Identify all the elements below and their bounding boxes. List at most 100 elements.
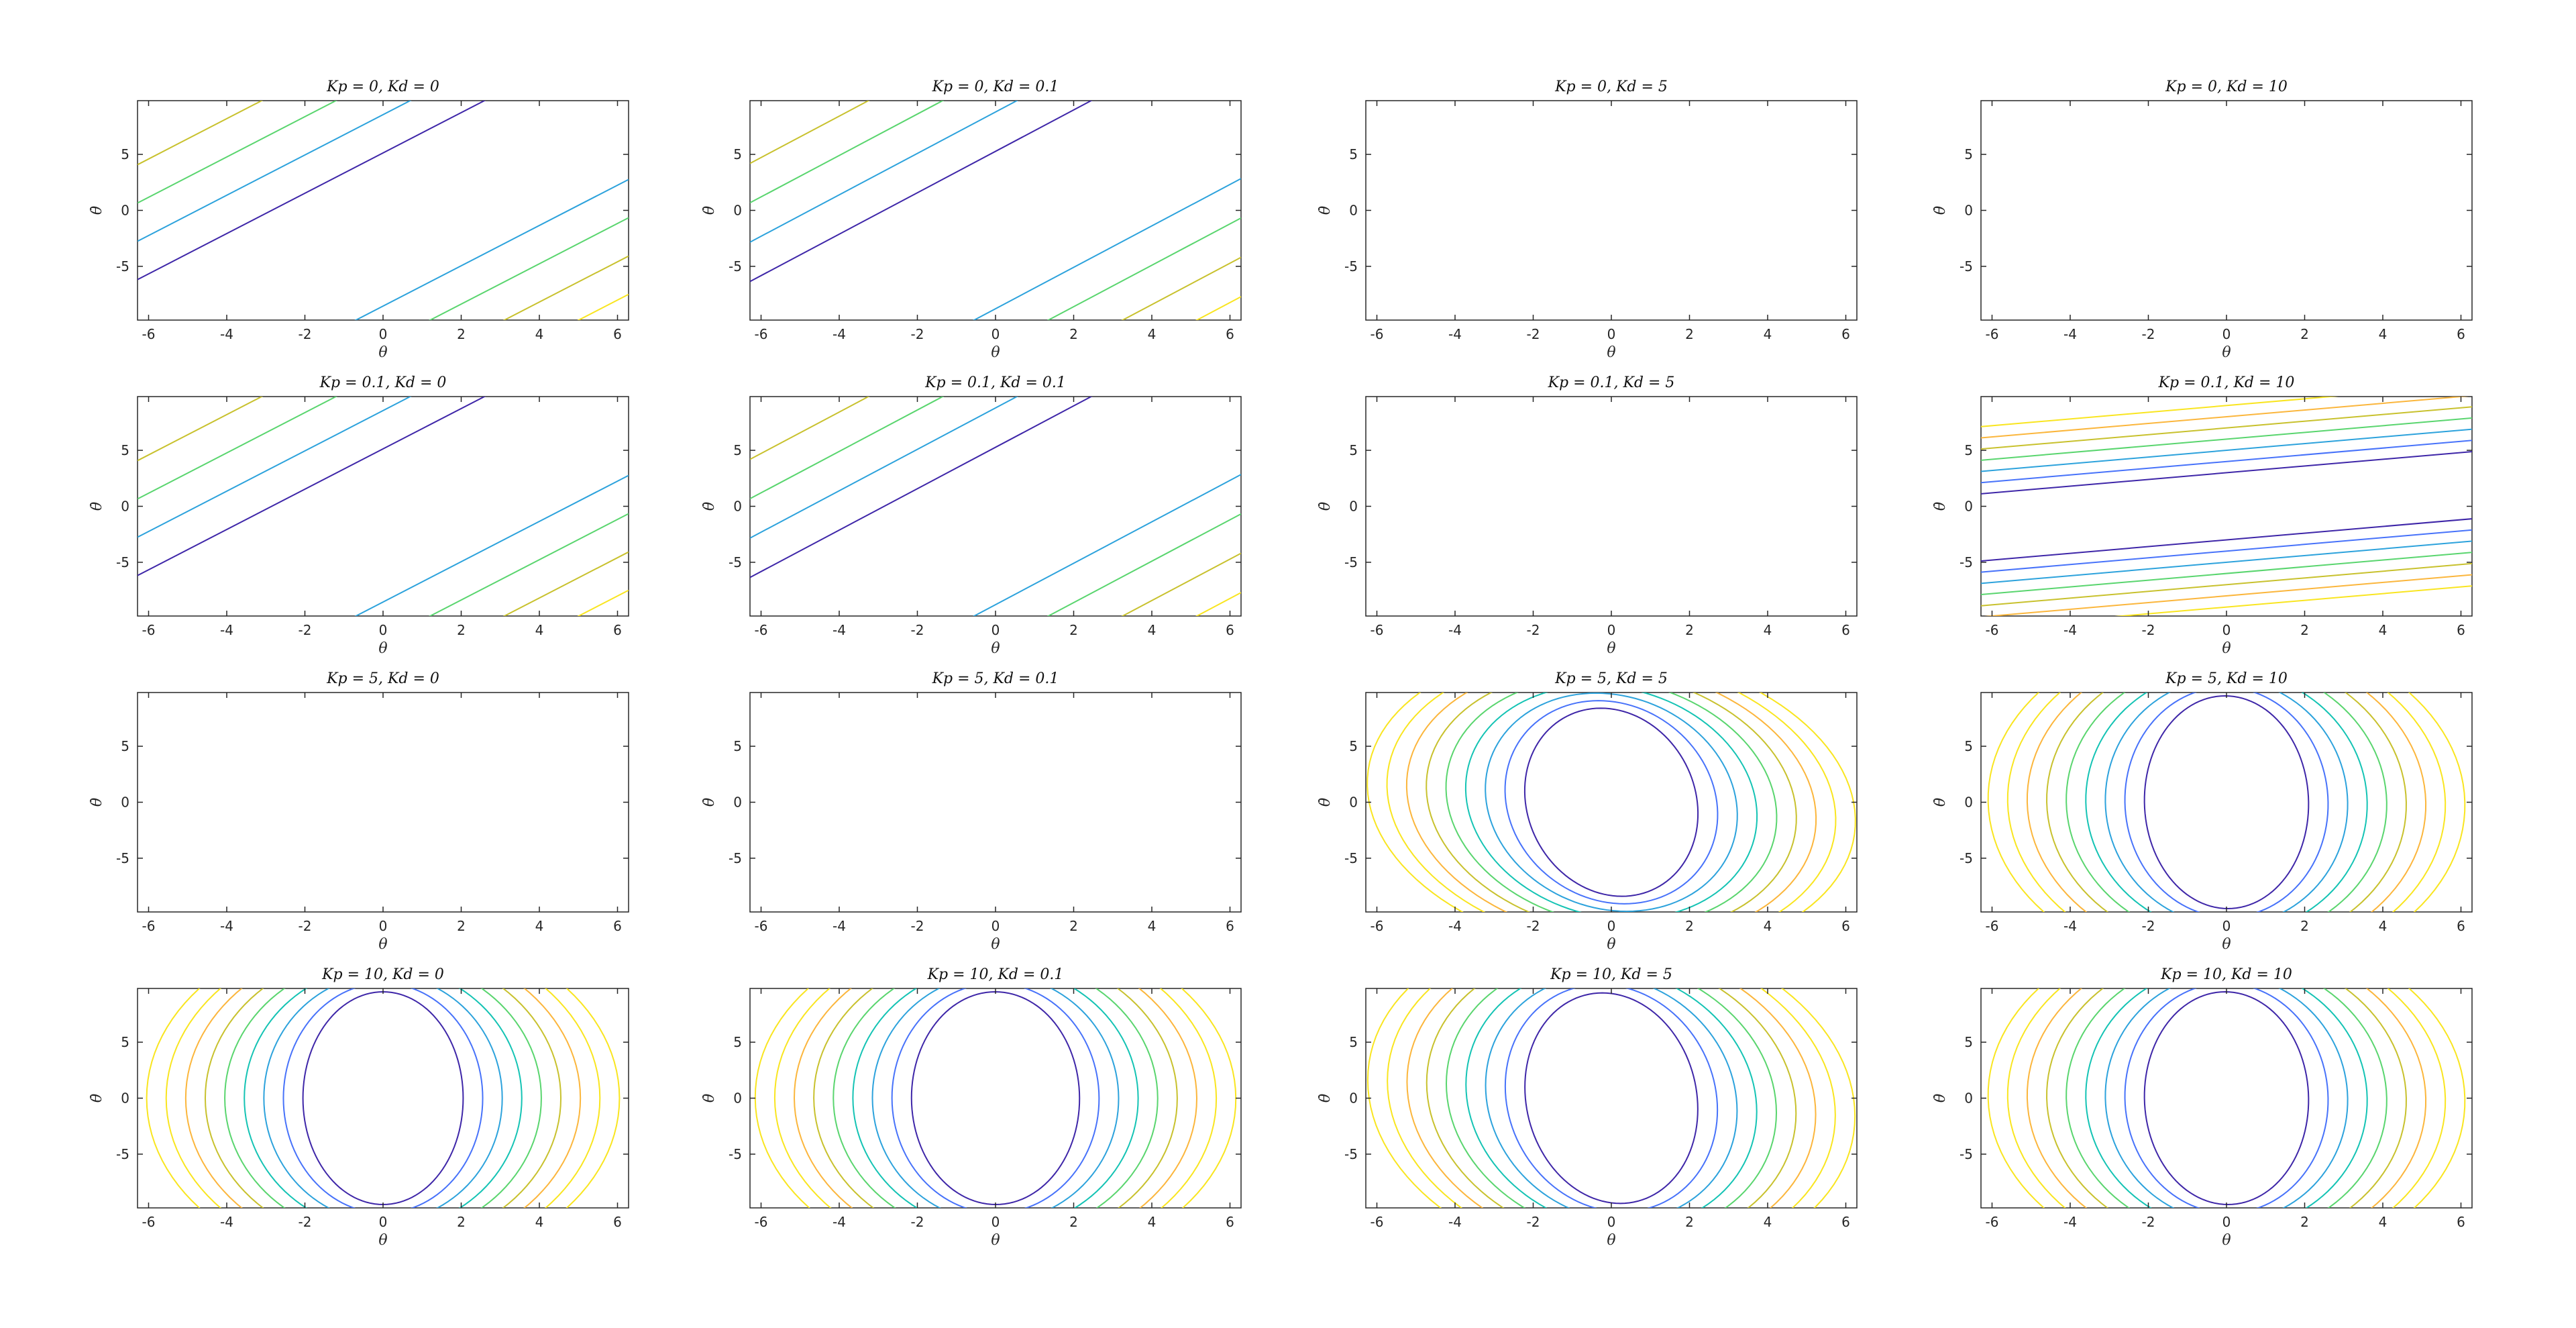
x-tick-label: 6 — [2457, 622, 2465, 638]
contour-line — [138, 397, 412, 538]
x-tick-label: 0 — [1607, 622, 1616, 638]
subplot-11: -6 -4 -2 0 2 4 6 5 0 -5 θ θ̇ Kp = 5, Kd = 5 — [1317, 670, 1858, 953]
y-axis-label: θ̇ — [701, 206, 718, 215]
x-tick-label: 2 — [2300, 622, 2309, 638]
y-tick-label: -5 — [729, 554, 742, 570]
y-tick-label: -5 — [1344, 554, 1358, 570]
x-tick-label: -4 — [833, 1214, 846, 1230]
y-axis-label: θ̇ — [1932, 798, 1949, 807]
contour-line — [972, 178, 1241, 320]
axes-frame — [1365, 692, 1858, 913]
contour-ellipse — [833, 988, 1159, 1208]
contour-ellipse — [2006, 988, 2447, 1208]
axes-frame — [1980, 100, 2473, 321]
y-tick-label: 0 — [1964, 1090, 1973, 1107]
contour-line — [138, 397, 486, 576]
x-axis-label: θ — [2222, 344, 2231, 361]
subplot-title: Kp = 5, Kd = 0.1 — [932, 670, 1059, 687]
subplot-title: Kp = 10, Kd = 5 — [1550, 966, 1672, 983]
x-tick-label: 2 — [1069, 326, 1078, 342]
x-axis-label: θ — [2222, 1232, 2231, 1249]
subplot-title: Kp = 10, Kd = 10 — [2160, 966, 2292, 983]
x-tick-label: 6 — [1226, 622, 1234, 638]
x-tick-label: 4 — [2379, 1214, 2387, 1230]
x-axis-label: θ — [991, 344, 1000, 361]
x-tick-label: -2 — [299, 918, 312, 934]
subplot-6: -6 -4 -2 0 2 4 6 5 0 -5 θ θ̇ Kp = 0.1, Kd = 0.1 — [701, 374, 1242, 657]
contour-line — [138, 101, 264, 166]
subplot-7: -6 -4 -2 0 2 4 6 5 0 -5 θ θ̇ Kp = 0.1, Kd = 5 — [1317, 374, 1858, 657]
y-tick-label: -5 — [1344, 850, 1358, 866]
x-axis-label: θ — [1607, 936, 1615, 953]
subplot-12: -6 -4 -2 0 2 4 6 5 0 -5 θ θ̇ Kp = 5, Kd = 10 — [1932, 670, 2473, 953]
contour-line — [2114, 585, 2472, 616]
x-tick-label: -6 — [142, 1214, 156, 1230]
contour-ellipse — [2026, 693, 2427, 912]
contour-line — [429, 513, 629, 616]
contour-line — [138, 397, 337, 500]
subplot-title: Kp = 0.1, Kd = 0.1 — [924, 374, 1066, 391]
x-tick-label: -4 — [1448, 622, 1462, 638]
x-tick-label: -6 — [755, 326, 768, 342]
x-tick-label: 0 — [1607, 918, 1616, 934]
x-tick-label: -4 — [1448, 918, 1462, 934]
contour-ellipse — [224, 988, 542, 1208]
y-tick-label: 5 — [733, 1034, 742, 1050]
contour-line — [750, 101, 1019, 243]
subplot-8: -6 -4 -2 0 2 4 6 5 0 -5 θ θ̇ Kp = 0.1, Kd = 10 — [1932, 374, 2473, 657]
contour-ellipse — [1504, 700, 1719, 905]
contour-set — [138, 397, 629, 616]
contour-ellipse — [2046, 988, 2407, 1208]
contour-ellipse — [1387, 988, 1836, 1208]
y-tick-label: 5 — [733, 738, 742, 754]
axes-frame — [137, 100, 629, 321]
y-tick-label: 5 — [1349, 442, 1358, 458]
contour-line — [502, 551, 629, 616]
contour-line — [1981, 529, 2472, 573]
x-tick-label: 6 — [2457, 1214, 2465, 1230]
x-tick-label: 4 — [1148, 1214, 1157, 1230]
contour-ellipse — [1386, 693, 1837, 912]
contour-ellipse — [1987, 693, 2466, 912]
x-tick-label: -2 — [299, 326, 312, 342]
x-tick-label: -4 — [220, 326, 233, 342]
y-axis-label: θ̇ — [701, 798, 718, 807]
contour-ellipse — [1485, 693, 1738, 912]
contour-line — [750, 397, 945, 500]
subplot-15: -6 -4 -2 0 2 4 6 5 0 -5 θ θ̇ Kp = 10, Kd = 5 — [1317, 966, 1858, 1249]
x-tick-label: 6 — [1841, 918, 1850, 934]
x-tick-label: 0 — [379, 622, 388, 638]
contour-ellipse — [910, 991, 1081, 1205]
subplot-3: -6 -4 -2 0 2 4 6 5 0 -5 θ θ̇ Kp = 0, Kd = 5 — [1317, 79, 1858, 361]
contour-line — [750, 397, 870, 460]
contour-ellipse — [1524, 992, 1699, 1205]
y-axis-label: θ̇ — [89, 1094, 105, 1103]
x-tick-label: -6 — [1986, 918, 1999, 934]
y-tick-label: 5 — [121, 1034, 129, 1050]
x-tick-label: -6 — [142, 918, 156, 934]
contour-ellipse — [1485, 988, 1738, 1208]
axes-frame — [1365, 100, 1858, 321]
x-tick-label: -6 — [755, 622, 768, 638]
y-tick-label: -5 — [116, 850, 129, 866]
subplot-16: -6 -4 -2 0 2 4 6 5 0 -5 θ θ̇ Kp = 10, Kd = 10 — [1932, 966, 2473, 1249]
x-tick-label: 4 — [1148, 918, 1157, 934]
x-tick-label: 4 — [535, 1214, 544, 1230]
contour-line — [138, 101, 412, 242]
x-tick-label: -2 — [1527, 1214, 1540, 1230]
axes-frame — [1365, 988, 1858, 1209]
y-tick-label: 5 — [1964, 1034, 1973, 1050]
contour-line — [750, 101, 1093, 283]
y-tick-label: 5 — [1964, 146, 1973, 162]
contour-ellipse — [204, 988, 562, 1208]
contour-ellipse — [891, 988, 1100, 1208]
contour-line — [1981, 417, 2472, 461]
contour-line — [1981, 406, 2472, 450]
contour-ellipse — [2065, 693, 2387, 912]
contour-ellipse — [2124, 693, 2329, 912]
contour-line — [354, 178, 629, 320]
subplot-5: -6 -4 -2 0 2 4 6 5 0 -5 θ θ̇ Kp = 0.1, Kd = 0 — [89, 374, 629, 657]
x-tick-label: 4 — [1148, 622, 1157, 638]
x-tick-label: 6 — [1226, 1214, 1234, 1230]
x-tick-label: 2 — [457, 918, 466, 934]
